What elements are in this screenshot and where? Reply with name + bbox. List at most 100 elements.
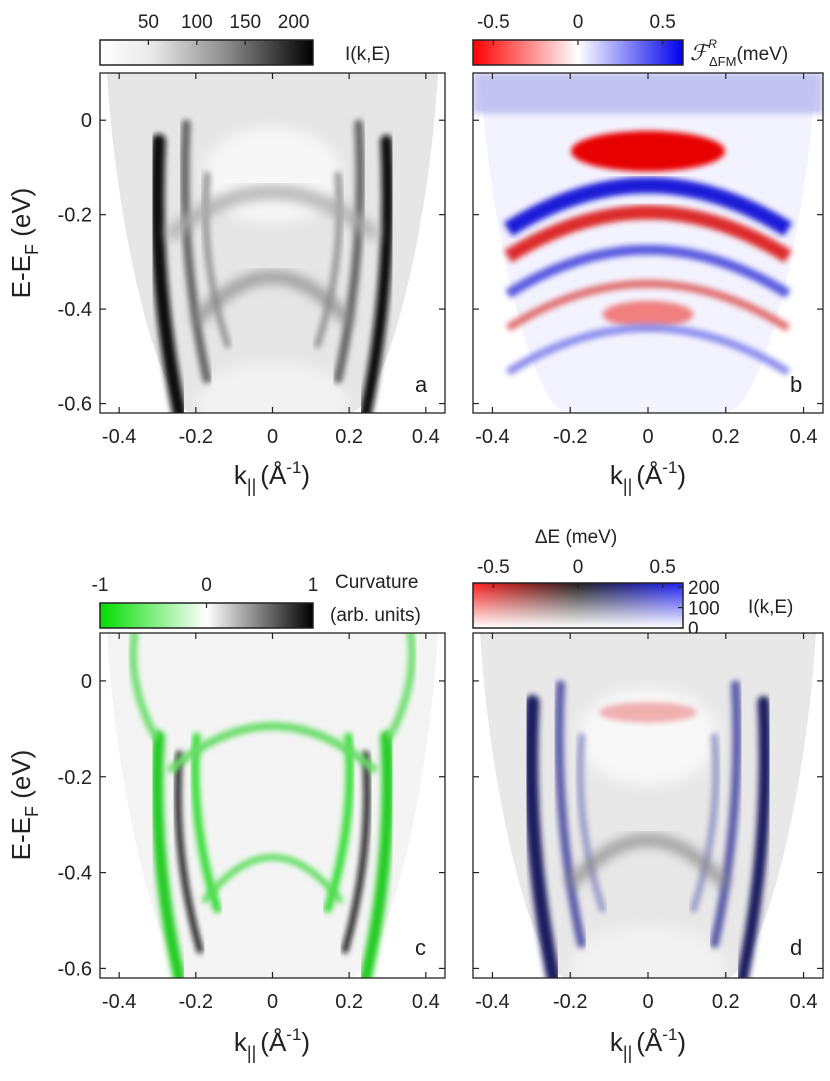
heatmap-a — [106, 73, 439, 413]
intensity-bottom-dome — [196, 362, 349, 413]
noisy-top-region — [473, 73, 823, 114]
colorbar-tick-label: 100 — [181, 12, 213, 33]
curvature-band — [129, 633, 159, 740]
heatmap-b — [473, 73, 823, 413]
xlabel-d-sub: || — [623, 1043, 632, 1063]
colorbar-tick-label: 0.5 — [649, 12, 675, 33]
xlabel-d-main: k — [610, 1027, 624, 1057]
combined-band — [690, 733, 720, 913]
combined-inner-arc — [567, 835, 729, 889]
colorbar-d-ytick-label: 0 — [688, 619, 699, 640]
xtick-label: 0.4 — [790, 991, 818, 1013]
xtick-label: -0.2 — [553, 426, 587, 448]
dichroism-band — [503, 177, 793, 237]
ylabel-a-unit: (eV) — [6, 188, 36, 244]
xlabel-c: k|| (Å-1) — [234, 1025, 310, 1063]
xtick-label: 0 — [267, 991, 278, 1013]
colorbar-b: -0.5 0 0.5 ℱR ΔFM(meV) — [472, 12, 788, 69]
xlabel-b-sub: || — [623, 476, 632, 496]
xtick-label: 0.2 — [335, 426, 363, 448]
curvature-band — [359, 730, 394, 978]
xlabel-d-close: ) — [677, 1027, 686, 1057]
xlabel-a-close: ) — [301, 460, 310, 490]
red-lobe-top — [571, 130, 725, 172]
xtick-label: 0.4 — [412, 426, 440, 448]
dichroism-band — [505, 244, 791, 299]
dichroism-band — [505, 324, 791, 376]
dispersion-band — [333, 119, 365, 384]
xtick-label: -0.2 — [179, 426, 213, 448]
inner-band-arc — [192, 272, 353, 325]
colorbar-b-label-unit: (meV) — [736, 44, 788, 65]
ytick-label: 0 — [81, 671, 92, 693]
combined-band — [554, 680, 586, 948]
heatmap-c — [106, 633, 439, 978]
heatmap-c-image — [106, 633, 439, 978]
xtick-label: -0.2 — [553, 991, 587, 1013]
xlabel-b-sup: -1 — [662, 458, 677, 477]
colorbar-c-label-line2: (arb. units) — [330, 605, 421, 626]
intensity-envelope — [106, 73, 439, 413]
panel-c-letter: c — [415, 935, 426, 960]
xlabel-a-sup: -1 — [286, 458, 301, 477]
dispersion-band — [359, 135, 394, 413]
colorbar-c-label-line1: Curvature — [335, 572, 418, 593]
colorbar-a-gradient — [99, 39, 314, 66]
xtick-label: -0.4 — [102, 991, 136, 1013]
xlabel-b: k|| (Å-1) — [610, 458, 686, 496]
heatmap-a-image — [106, 73, 439, 413]
panel-b-letter: b — [790, 372, 802, 397]
axes-c-ticks: -0.4 -0.2 0 0.2 0.4 0 -0.2 -0.4 -0.6 — [58, 633, 445, 1013]
xlabel-a-unit: (Å — [260, 460, 287, 490]
ytick-label: -0.6 — [58, 958, 92, 980]
svg-text:E-EF (eV): E-EF (eV) — [6, 188, 42, 299]
xtick-label: 0.2 — [712, 991, 740, 1013]
colorbar-b-label-sup: R — [708, 37, 717, 51]
upper-band-arc — [165, 186, 380, 241]
curvature-band — [174, 750, 204, 954]
colorbar-tick-label: -0.5 — [477, 12, 510, 33]
xtick-label: 0.2 — [712, 426, 740, 448]
xlabel-d: k|| (Å-1) — [610, 1025, 686, 1063]
colorbar-tick-label: 1 — [308, 575, 319, 596]
xlabel-c-sub: || — [247, 1043, 256, 1063]
colorbar-c: -1 0 1 Curvature (arb. units) — [92, 572, 421, 629]
xlabel-d-sup: -1 — [662, 1025, 677, 1044]
xtick-label: 0 — [642, 991, 653, 1013]
ytick-label: -0.4 — [58, 863, 92, 885]
curvature-band — [386, 633, 416, 740]
colorbar-d-ylabel: I(k,E) — [748, 597, 793, 618]
combined-band — [736, 696, 771, 978]
colorbar-tick-label: 50 — [138, 12, 159, 33]
axes-b-ticks: -0.4 -0.2 0 0.2 0.4 — [473, 73, 823, 448]
dispersion-band — [313, 171, 343, 349]
colorbar-tick-label: 0 — [573, 12, 584, 33]
xtick-label: -0.4 — [475, 991, 509, 1013]
dichroism-envelope — [480, 73, 816, 413]
dispersion-band — [180, 119, 212, 384]
xlabel-b-unit: (Å — [636, 460, 663, 490]
colorbar-d-xtick-label: 0 — [573, 557, 584, 578]
xlabel-b-close: ) — [677, 460, 686, 490]
combined-red-lobe — [599, 702, 697, 723]
xlabel-a: k|| (Å-1) — [234, 458, 310, 496]
dichroism-band — [505, 279, 791, 332]
combined-bottom-dome — [571, 926, 725, 978]
ytick-label: -0.6 — [58, 394, 92, 416]
xlabel-a-sub: || — [247, 476, 256, 496]
colorbar-tick-label: -1 — [92, 575, 109, 596]
ytick-label: -0.4 — [58, 299, 92, 321]
xlabel-d-unit: (Å — [636, 1027, 663, 1057]
heatmap-d — [480, 633, 816, 978]
dichroism-band — [504, 205, 792, 263]
colorbar-tick-label: 0 — [201, 575, 212, 596]
colorbar-tick-label: 150 — [229, 12, 261, 33]
combined-envelope — [480, 633, 816, 978]
ylabel-c: E-EF (eV) — [6, 750, 42, 861]
xtick-label: -0.4 — [102, 426, 136, 448]
colorbar-c-ticks: -1 0 1 — [92, 575, 319, 608]
colorbar-d-ytick-label: 100 — [688, 599, 720, 620]
